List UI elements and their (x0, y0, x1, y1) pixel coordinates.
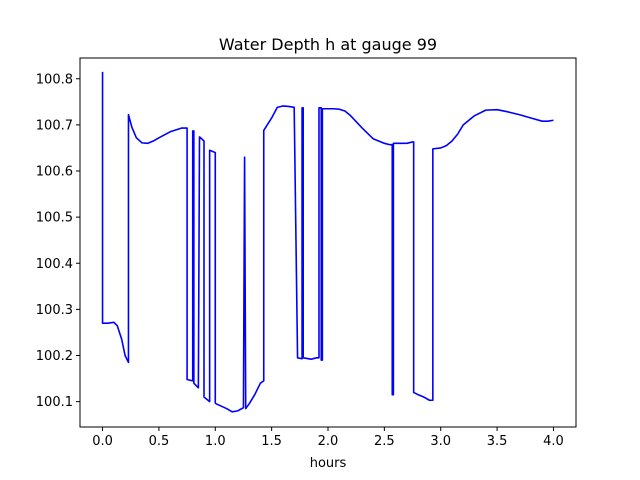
y-tick-label: 100.2 (36, 349, 73, 364)
y-tick-label: 100.6 (36, 165, 73, 180)
chart-title: Water Depth h at gauge 99 (219, 35, 437, 54)
x-tick-label: 0.5 (149, 434, 170, 449)
x-tick-label: 1.0 (205, 434, 226, 449)
y-tick-label: 100.1 (36, 395, 73, 410)
y-tick-label: 100.7 (36, 118, 73, 133)
y-tick-label: 100.5 (36, 211, 73, 226)
x-axis-label: hours (310, 456, 347, 471)
x-tick-label: 1.5 (261, 434, 282, 449)
plot-area (101, 71, 554, 413)
x-tick-label: 4.0 (543, 434, 564, 449)
x-tick-label: 3.0 (430, 434, 451, 449)
y-tick-label: 100.4 (36, 257, 73, 272)
x-axis-ticks: 0.0 0.5 1.0 1.5 2.0 2.5 3.0 3.5 4.0 (92, 427, 564, 449)
plot-frame (79, 57, 577, 428)
y-tick-label: 100.8 (36, 72, 73, 87)
y-tick-label: 100.3 (36, 303, 73, 318)
x-tick-label: 3.5 (487, 434, 508, 449)
x-tick-label: 2.0 (318, 434, 339, 449)
x-tick-label: 0.0 (92, 434, 113, 449)
x-tick-label: 2.5 (374, 434, 395, 449)
y-axis-ticks: 100.1 100.2 100.3 100.4 100.5 100.6 100.7 100.8 (36, 72, 80, 410)
series-line-0 (101, 71, 554, 413)
